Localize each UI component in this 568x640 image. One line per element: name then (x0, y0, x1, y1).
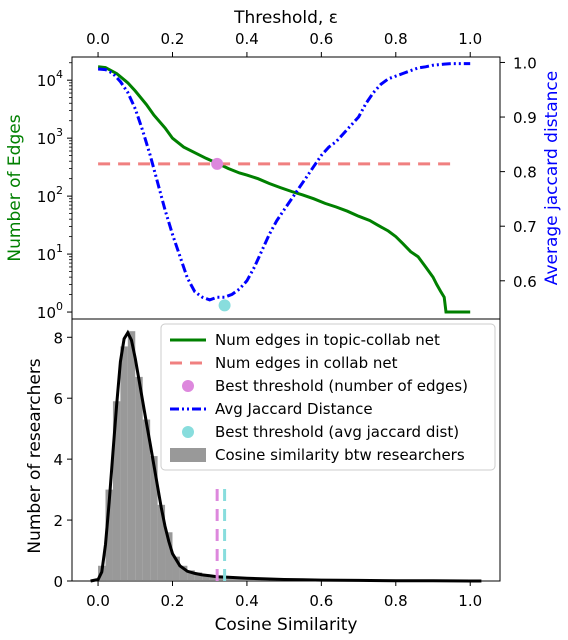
top-right-y-tick-label: 0.6 (513, 273, 537, 291)
histogram-bar (224, 577, 233, 581)
legend-label: Num edges in topic-collab net (215, 331, 440, 349)
legend-label: Avg Jaccard Distance (215, 400, 373, 418)
top-x-tick-label: 0.2 (161, 30, 185, 48)
legend-handle-marker-4 (182, 426, 194, 438)
bottom-panel: 0.0 0.2 0.4 0.6 0.8 1.0 0 2 4 6 8 Cosine Similari… (25, 318, 501, 635)
histogram-bar (179, 565, 188, 581)
top-x-tick-label: 0.6 (309, 30, 333, 48)
bottom-x-tick-label: 0.2 (161, 592, 185, 610)
bottom-marks (90, 329, 482, 583)
legend-label: Num edges in collab net (215, 354, 398, 372)
top-left-y-tick-label: 102 (37, 184, 63, 206)
kde-curve (90, 329, 482, 583)
bottom-x-tick-label: 0.6 (309, 592, 333, 610)
legend-label: Best threshold (number of edges) (215, 377, 468, 395)
histogram-bar (209, 576, 218, 581)
top-marks (97, 62, 471, 314)
histogram-bar (187, 570, 195, 581)
top-left-y-ticks: 104 103 102 101 100 (37, 62, 72, 322)
histogram-bar (112, 401, 121, 581)
legend-box (160, 323, 496, 471)
top-x-axis-label: Threshold, ε (233, 8, 338, 28)
top-x-tick-label: 0.8 (384, 30, 408, 48)
top-right-y-tick-label: 1.0 (513, 54, 537, 72)
legend-label: Best threshold (avg jaccard dist) (215, 423, 459, 441)
legend-label: Cosine similarity btw researchers (215, 446, 465, 464)
histogram-bar (239, 578, 247, 581)
legend-handle-marker-2 (182, 380, 194, 392)
top-x-tick-label: 0.0 (86, 30, 110, 48)
top-left-y-axis-label: Number of Edges (5, 114, 25, 261)
histogram-bar (135, 376, 143, 581)
top-x-tick-label: 1.0 (458, 30, 482, 48)
bottom-y-tick-label: 6 (53, 390, 63, 408)
histogram-bar (142, 419, 151, 581)
histogram-bar (172, 556, 180, 581)
histogram-bar (217, 577, 225, 581)
legend-handle-patch-5 (170, 448, 206, 462)
histogram-bar (105, 489, 113, 581)
histogram-bar (120, 346, 128, 581)
histogram-bar (254, 579, 262, 581)
bottom-x-tick-label: 1.0 (458, 592, 482, 610)
top-left-y-tick-label: 100 (37, 300, 63, 322)
bottom-y-tick-label: 2 (53, 512, 63, 530)
histogram-bar (194, 572, 203, 581)
top-x-tick-label: 0.4 (235, 30, 259, 48)
bottom-x-tick-label: 0.4 (235, 592, 259, 610)
histogram-bar (165, 532, 173, 581)
bottom-y-ticks: 0 2 4 6 8 (53, 329, 72, 591)
histogram-bar (246, 579, 255, 581)
top-right-y-ticks: 1.0 0.9 0.8 0.7 0.6 (500, 54, 537, 291)
bottom-y-tick-label: 0 (53, 573, 63, 591)
top-right-y-tick-label: 0.8 (513, 164, 537, 182)
top-left-y-tick-label: 101 (37, 242, 63, 264)
histogram-bar (150, 456, 158, 581)
top-right-y-tick-label: 0.7 (513, 218, 537, 236)
top-left-y-tick-label: 103 (37, 126, 63, 148)
histogram-bar (127, 331, 136, 581)
legend: Num edges in topic-collab net Num edges i… (160, 323, 496, 471)
bottom-y-tick-label: 8 (53, 329, 63, 347)
bottom-x-axis-label: Cosine Similarity (215, 615, 358, 635)
top-threshold-marker-1 (218, 299, 231, 312)
top-left-y-tick-label: 104 (37, 68, 63, 90)
bottom-y-axis-label: Number of researchers (25, 358, 45, 553)
histogram-bar (202, 574, 210, 581)
top-threshold-marker-0 (211, 157, 224, 170)
bottom-y-tick-label: 4 (53, 451, 63, 469)
top-series-line-0 (97, 65, 471, 314)
top-x-ticks: 0.0 0.2 0.4 0.6 0.8 1.0 (86, 30, 482, 57)
bottom-x-tick-label: 0.0 (86, 592, 110, 610)
top-right-y-tick-label: 0.9 (513, 109, 537, 127)
bottom-x-ticks: 0.0 0.2 0.4 0.6 0.8 1.0 (86, 581, 482, 610)
top-right-y-axis-label: Average jaccard distance (542, 71, 562, 285)
top-series-line-2 (97, 62, 471, 302)
histogram-bar (232, 578, 240, 581)
histogram-bar (157, 504, 166, 581)
bottom-x-tick-label: 0.8 (384, 592, 408, 610)
